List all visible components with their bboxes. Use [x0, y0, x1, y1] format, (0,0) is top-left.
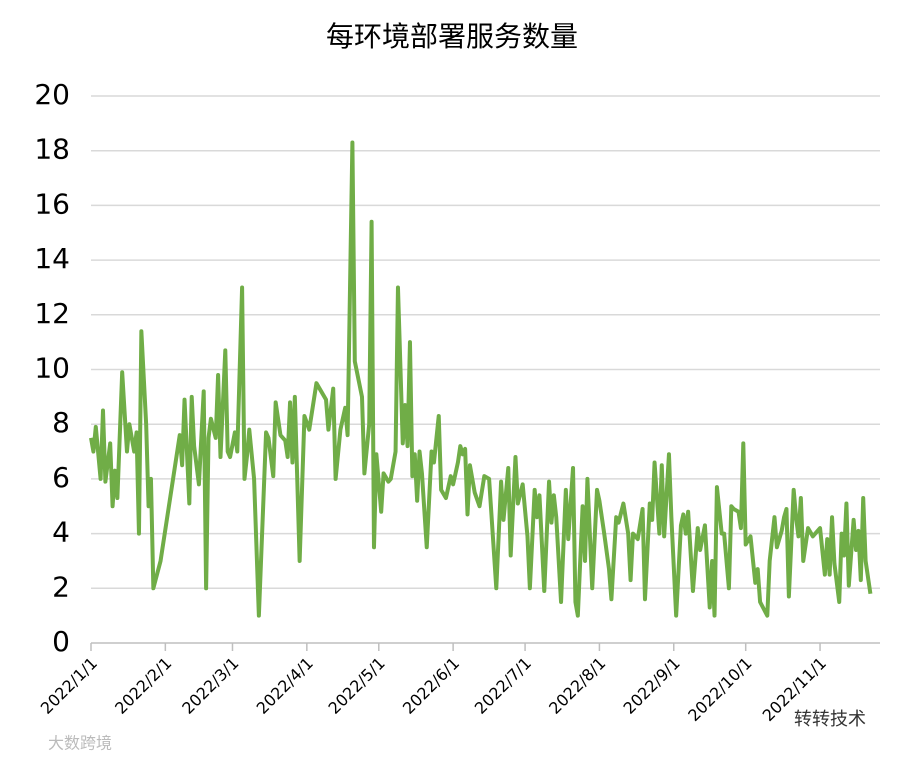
y-tick-label: 2 [52, 570, 70, 603]
x-tick-label: 2022/6/1 [399, 654, 463, 718]
y-tick-label: 4 [52, 516, 70, 549]
y-tick-label: 18 [34, 133, 70, 166]
x-tick-label: 2022/9/1 [620, 654, 684, 718]
y-tick-label: 16 [34, 187, 70, 220]
x-tick-label: 2022/4/1 [253, 654, 317, 718]
data-line [89, 140, 873, 618]
y-tick-label: 14 [34, 242, 70, 275]
chart-title: 每环境部署服务数量 [326, 20, 578, 53]
watermark: 大数跨境 [48, 734, 112, 753]
y-tick-label: 0 [52, 625, 70, 658]
x-tick-label: 2022/2/1 [111, 654, 175, 718]
x-tick-label: 2022/8/1 [545, 654, 609, 718]
x-tick-label: 2022/7/1 [471, 654, 535, 718]
y-tick-label: 10 [34, 352, 70, 385]
y-tick-label: 20 [34, 78, 70, 111]
y-tick-label: 8 [52, 406, 70, 439]
x-tick-label: 2022/5/1 [325, 654, 389, 718]
watermark: 转转技术 [794, 709, 866, 730]
x-tick-label: 2022/1/1 [37, 654, 101, 718]
y-tick-label: 12 [34, 297, 70, 330]
x-tick-label: 2022/3/1 [178, 654, 242, 718]
y-tick-label: 6 [52, 461, 70, 494]
x-tick-label: 2022/10/1 [684, 654, 755, 725]
